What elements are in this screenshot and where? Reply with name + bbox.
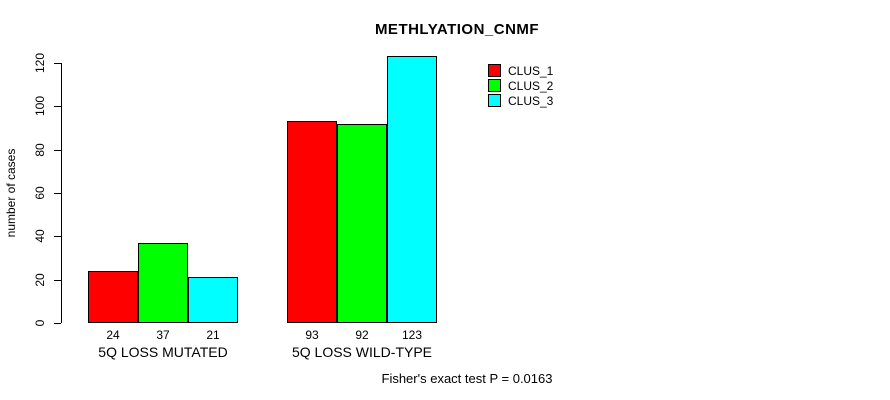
- y-tick-mark: [54, 149, 61, 151]
- bar-value-label: 24: [106, 328, 120, 342]
- legend-label: CLUS_1: [508, 63, 554, 78]
- bar-value-label: 37: [156, 328, 170, 342]
- y-axis-line: [61, 63, 62, 323]
- y-tick-mark: [54, 279, 61, 281]
- y-axis-label: number of cases: [4, 148, 18, 238]
- legend-label: CLUS_2: [508, 78, 554, 93]
- bar-clus_3-1: [188, 277, 238, 323]
- y-tick-label: 120: [33, 52, 47, 74]
- x-category-label: 5Q LOSS MUTATED: [98, 344, 228, 360]
- bar-clus_2-2: [337, 124, 387, 323]
- chart-title: METHLYATION_CNMF: [374, 21, 540, 38]
- y-tick-mark: [54, 323, 61, 324]
- y-tick-label: 80: [33, 142, 47, 157]
- legend-row-clus_2: CLUS_2: [488, 78, 553, 93]
- bar-clus_2-1: [138, 243, 188, 323]
- annotation-text: Fisher's exact test P = 0.0163: [381, 371, 553, 386]
- y-tick-mark: [54, 63, 61, 64]
- y-tick-label: 100: [33, 96, 47, 117]
- y-tick-mark: [54, 236, 61, 238]
- bar-value-label: 93: [305, 328, 319, 342]
- y-tick-mark: [54, 106, 61, 108]
- legend-row-clus_3: CLUS_3: [488, 93, 553, 108]
- legend-label: CLUS_3: [508, 93, 554, 108]
- bar-clus_3-2: [387, 56, 437, 323]
- legend: CLUS_1 CLUS_2 CLUS_3: [488, 63, 553, 108]
- y-tick-label: 0: [33, 319, 47, 327]
- y-tick-label: 20: [33, 272, 47, 287]
- bar-value-label: 92: [355, 328, 369, 342]
- y-tick-label: 40: [33, 229, 47, 244]
- bar-value-label: 123: [401, 328, 423, 342]
- bar-clus_1-2: [287, 121, 337, 323]
- legend-swatch-clus_3: [488, 94, 501, 107]
- bar-clus_1-1: [88, 271, 138, 323]
- y-tick-mark: [54, 193, 61, 194]
- legend-swatch-clus_2: [488, 79, 501, 92]
- bar-value-label: 21: [206, 328, 220, 342]
- legend-row-clus_1: CLUS_1: [488, 63, 553, 78]
- x-category-label: 5Q LOSS WILD-TYPE: [291, 344, 433, 360]
- y-tick-label: 60: [33, 186, 47, 200]
- legend-swatch-clus_1: [488, 64, 501, 77]
